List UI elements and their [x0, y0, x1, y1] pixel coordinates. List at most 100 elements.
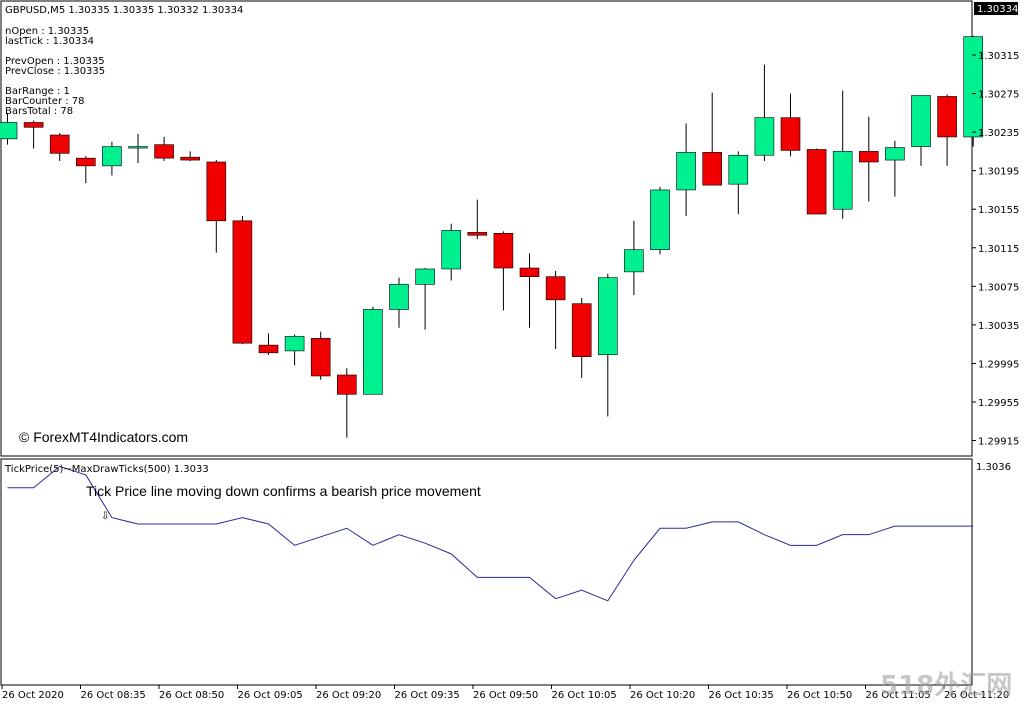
bear-candle	[519, 253, 540, 328]
info-line-nopen: nOpen : 1.30335	[5, 26, 89, 37]
price-axis: 1.30315 1.30275 1.30235 1.30195 1.30155 1.301…	[972, 51, 1019, 448]
candle-body	[858, 151, 879, 163]
candle-body	[806, 149, 827, 215]
candle-body	[363, 309, 383, 395]
info-line-barcounter: BarCounter : 78	[5, 96, 85, 107]
corner-watermark: 518外汇网	[880, 671, 1012, 701]
tick-price-line	[7, 465, 974, 602]
bull-candle	[0, 112, 18, 145]
candle-body	[493, 233, 514, 269]
price-tick-label: 1.30115	[978, 244, 1019, 255]
bull-candle	[885, 140, 905, 197]
candle-body	[963, 36, 984, 138]
bull-candle	[441, 223, 462, 281]
candle-body	[23, 122, 44, 128]
bull-candle	[597, 273, 618, 417]
price-tick-label: 1.30155	[978, 205, 1019, 216]
candle-body	[676, 152, 696, 191]
candle-body	[597, 277, 618, 356]
bear-candle	[23, 120, 44, 149]
time-tick-label: 26 Oct 09:20	[316, 690, 381, 701]
candle-body	[0, 122, 18, 140]
candle-body	[206, 161, 227, 222]
candle-body	[415, 268, 435, 285]
site-watermark: © ForexMT4Indicators.com	[19, 429, 188, 445]
candle-body	[102, 146, 122, 167]
candles-layer	[0, 35, 984, 438]
time-tick-label: 26 Oct 10:05	[552, 690, 617, 701]
time-tick-label: 26 Oct 09:35	[395, 690, 460, 701]
bull-candle	[650, 187, 670, 255]
bear-candle	[180, 151, 200, 162]
bear-candle	[232, 215, 253, 345]
candle-body	[832, 151, 853, 210]
candle-body	[911, 95, 931, 147]
time-tick-label: 26 Oct 09:05	[238, 690, 303, 701]
time-tick-label: 26 Oct 2020	[2, 690, 64, 701]
bull-candle	[102, 141, 122, 176]
candle-body	[545, 276, 566, 301]
time-axis: 26 Oct 2020 26 Oct 08:35 26 Oct 08:50 26 Oc…	[1, 685, 1009, 701]
bull-candle	[911, 95, 931, 166]
bear-candle	[493, 231, 514, 311]
bull-candle	[832, 90, 853, 219]
candle-body	[389, 284, 409, 310]
bull-candle	[389, 277, 409, 328]
candle-body	[885, 147, 905, 161]
main-panel	[0, 0, 973, 457]
candle-body	[519, 267, 540, 277]
price-tick-label: 1.29995	[978, 359, 1019, 370]
price-tick-label: 1.30275	[978, 90, 1019, 101]
candle-body	[128, 146, 148, 149]
bear-candle	[545, 270, 566, 349]
info-line-lasttick: lastTick : 1.30334	[5, 36, 94, 47]
indicator-annotation: Tick Price line moving down confirms a b…	[86, 483, 481, 499]
candle-body	[232, 220, 253, 344]
bull-candle	[415, 268, 435, 330]
candle-body	[624, 249, 644, 273]
down-arrow-icon: ⇩	[101, 511, 109, 522]
bear-candle	[571, 297, 592, 378]
info-line-barstotal: BarsTotal : 78	[5, 106, 73, 117]
bear-candle	[467, 199, 488, 240]
bear-candle	[937, 94, 957, 166]
time-tick-label: 26 Oct 08:35	[81, 690, 146, 701]
price-tick-label: 1.30315	[978, 51, 1019, 62]
bear-candle	[806, 148, 827, 215]
candle-body	[258, 344, 279, 354]
bear-candle	[780, 93, 801, 157]
candle-body	[154, 144, 174, 159]
info-line-prevopen: PrevOpen : 1.30335	[5, 56, 105, 67]
bear-candle	[702, 92, 723, 186]
bull-candle	[963, 35, 984, 147]
price-tick-label: 1.29915	[978, 437, 1019, 448]
time-tick-label: 26 Oct 09:50	[473, 690, 538, 701]
price-tick-label: 1.29955	[978, 398, 1019, 409]
bull-candle	[728, 151, 749, 215]
candle-body	[467, 232, 488, 236]
chart-symbol-title: GBPUSD,M5 1.30335 1.30335 1.30332 1.3033…	[5, 5, 243, 16]
tick-price-line-layer	[7, 465, 974, 602]
bull-candle	[284, 334, 305, 366]
current-price-label: 1.30334	[977, 4, 1018, 15]
time-tick-label: 26 Oct 10:20	[630, 690, 695, 701]
indicator-axis-label: 1.3036	[976, 462, 1011, 473]
candle-body	[441, 230, 462, 270]
bull-candle	[676, 123, 696, 216]
bear-candle	[154, 136, 174, 162]
candle-body	[728, 154, 749, 185]
indicator-title: TickPrice(5)~MaxDrawTicks(500) 1.3033	[4, 464, 209, 475]
candle-body	[284, 336, 305, 352]
bear-candle	[858, 116, 879, 202]
time-tick-label: 26 Oct 11:05	[866, 690, 931, 701]
bear-candle	[310, 331, 331, 380]
candle-body	[571, 303, 592, 357]
candle-body	[937, 96, 957, 138]
bear-candle	[49, 133, 70, 162]
price-tick-label: 1.30075	[978, 282, 1019, 293]
time-tick-label: 26 Oct 11:20	[944, 690, 1009, 701]
time-tick-label: 26 Oct 10:35	[709, 690, 774, 701]
current-price-marker	[974, 2, 1018, 15]
bull-candle	[624, 220, 644, 296]
